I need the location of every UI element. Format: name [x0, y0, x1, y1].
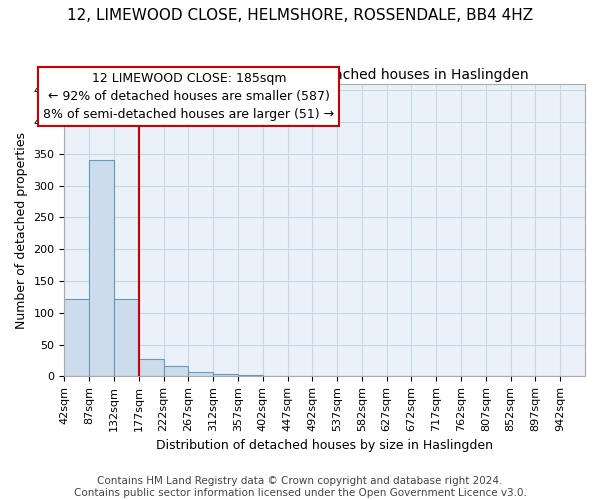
Bar	[64, 299, 89, 376]
X-axis label: Distribution of detached houses by size in Haslingden: Distribution of detached houses by size …	[156, 440, 493, 452]
Text: Contains HM Land Registry data © Crown copyright and database right 2024.
Contai: Contains HM Land Registry data © Crown c…	[74, 476, 526, 498]
Text: 12, LIMEWOOD CLOSE, HELMSHORE, ROSSENDALE, BB4 4HZ: 12, LIMEWOOD CLOSE, HELMSHORE, ROSSENDAL…	[67, 8, 533, 22]
Bar	[238, 375, 263, 376]
Title: Size of property relative to detached houses in Haslingden: Size of property relative to detached ho…	[121, 68, 529, 82]
Bar	[139, 358, 164, 376]
Text: 12 LIMEWOOD CLOSE: 185sqm
← 92% of detached houses are smaller (587)
8% of semi-: 12 LIMEWOOD CLOSE: 185sqm ← 92% of detac…	[43, 72, 334, 122]
Bar	[89, 160, 114, 376]
Bar	[213, 374, 238, 376]
Bar	[164, 366, 188, 376]
Y-axis label: Number of detached properties: Number of detached properties	[15, 132, 28, 328]
Bar	[114, 299, 139, 376]
Bar	[188, 372, 213, 376]
